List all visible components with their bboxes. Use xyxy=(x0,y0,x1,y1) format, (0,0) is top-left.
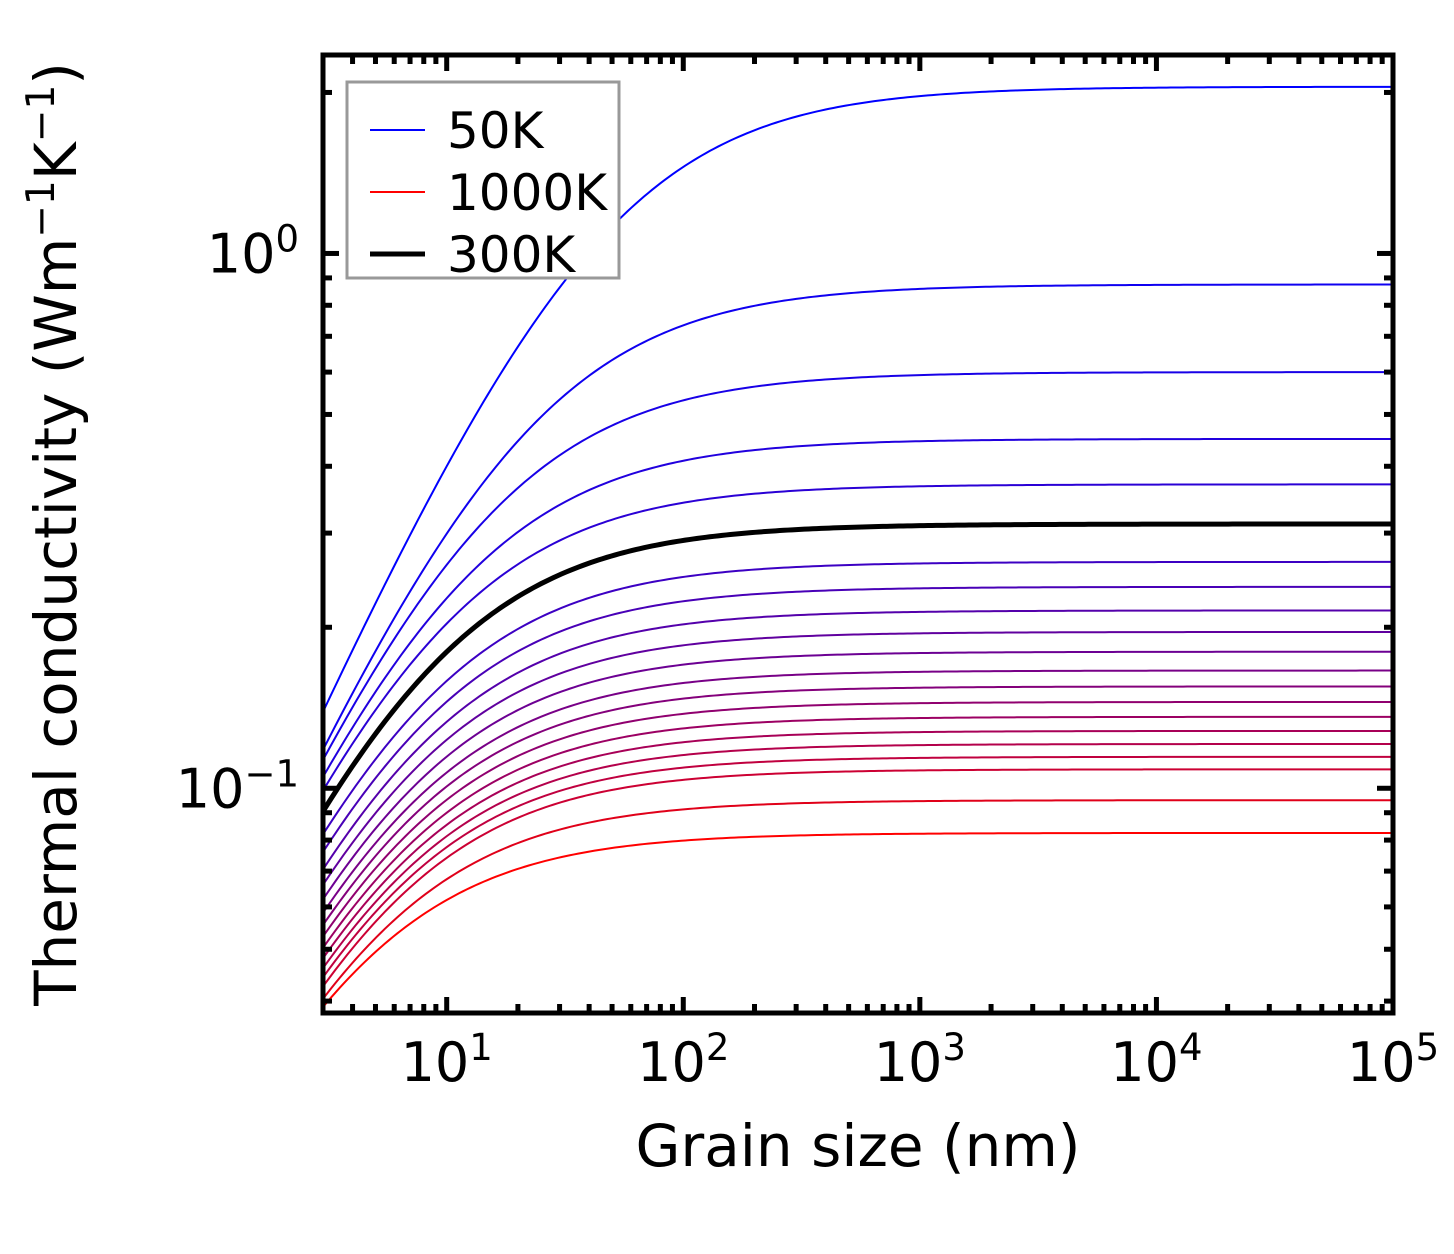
x-tick-label-10: 101 xyxy=(401,1026,493,1095)
series-line-500K xyxy=(323,630,1393,886)
legend-box xyxy=(345,80,621,280)
series-line-700K xyxy=(323,700,1393,938)
series-line-550K xyxy=(323,650,1393,900)
x-tick-label-1000: 103 xyxy=(874,1026,966,1095)
series-line-800K xyxy=(323,729,1393,959)
series-line-750K xyxy=(323,715,1393,949)
series-line-850K xyxy=(323,743,1393,969)
series-line-1050K xyxy=(323,831,1393,1008)
y-axis-title: Thermal conductivity (Wm−1K−1) xyxy=(19,62,91,1007)
series-line-450K xyxy=(323,609,1393,871)
legend-entry-1000K[interactable]: 1000K xyxy=(370,164,608,222)
series-line-200K xyxy=(323,437,1393,778)
legend-label-1000K: 1000K xyxy=(447,164,608,222)
legend-entry-50K[interactable]: 50K xyxy=(370,102,545,160)
series-line-350K xyxy=(323,560,1393,835)
series-line-100K xyxy=(323,283,1393,751)
series-line-1000K xyxy=(323,799,1393,1000)
series-line-400K xyxy=(323,585,1393,853)
curves-group xyxy=(323,85,1393,1008)
series-line-600K xyxy=(323,669,1393,914)
legend-label-300K: 300K xyxy=(447,226,576,284)
series-line-650K xyxy=(323,685,1393,926)
series-line-300K xyxy=(323,521,1393,813)
legend-label-50K: 50K xyxy=(447,102,545,160)
ticks-group xyxy=(320,55,1396,1013)
series-line-150K xyxy=(323,371,1393,761)
y-tick-label-1: 100 xyxy=(207,217,299,286)
y-tick-label-0.1: 10−1 xyxy=(176,752,299,821)
x-tick-label-100: 102 xyxy=(637,1026,729,1095)
series-line-900K xyxy=(323,755,1393,978)
series-line-950K xyxy=(323,768,1393,988)
series-line-250K xyxy=(323,483,1393,792)
x-tick-label-10000: 104 xyxy=(1110,1026,1202,1095)
legend-entry-300K[interactable]: 300K xyxy=(370,226,576,284)
series-line-50K xyxy=(323,85,1393,713)
x-tick-label-100000: 105 xyxy=(1347,1026,1439,1095)
y-axis-title-group: Thermal conductivity (Wm−1K−1) xyxy=(19,62,91,1007)
x-axis-title: Grain size (nm) xyxy=(635,1112,1080,1180)
